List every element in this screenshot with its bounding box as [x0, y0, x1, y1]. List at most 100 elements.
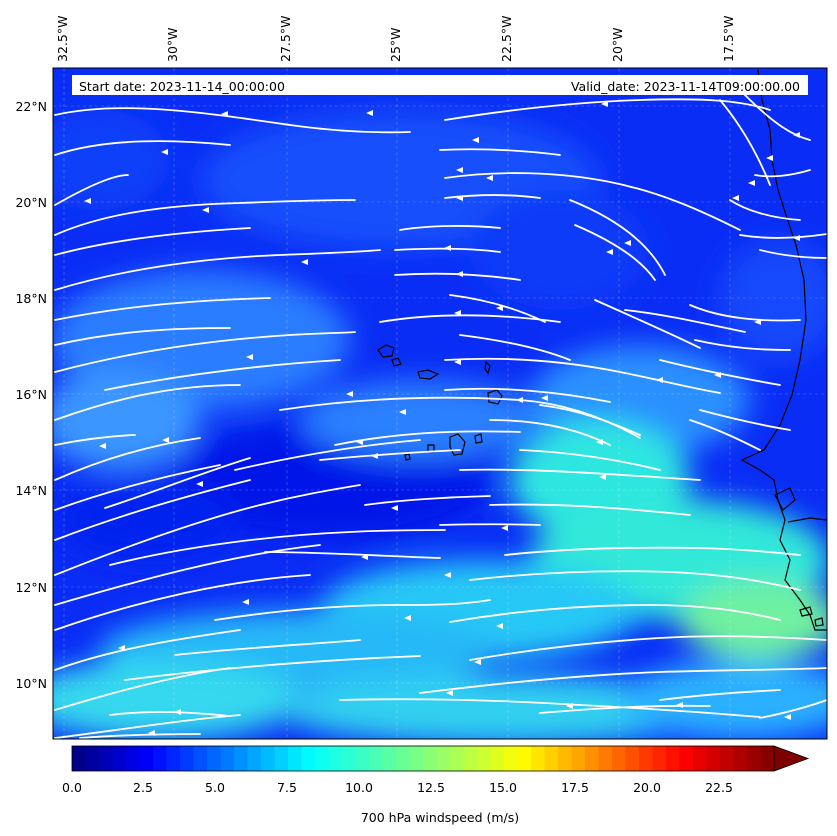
colorbar-step — [126, 746, 141, 771]
colorbar-step — [247, 746, 262, 771]
streamline-arrowhead — [202, 207, 209, 213]
streamline — [54, 437, 201, 481]
colorbar-step — [463, 746, 478, 771]
colorbar-tick-label: 15.0 — [489, 780, 517, 795]
colorbar-tick-label: 10.0 — [345, 780, 373, 795]
colorbar-step — [139, 746, 154, 771]
gambia-coast-detail — [787, 517, 827, 523]
streamline-arrowhead — [456, 271, 463, 277]
streamline-arrowhead — [196, 481, 203, 487]
streamline-arrowhead — [391, 505, 398, 511]
colorbar-step — [490, 746, 505, 771]
colorbar-step — [558, 746, 573, 771]
streamline — [319, 449, 461, 461]
cape-verde-sao-nicolau — [417, 369, 440, 380]
colorbar-step — [180, 746, 195, 771]
colorbar-tick-label: 22.5 — [705, 780, 733, 795]
streamline — [104, 457, 251, 509]
colorbar-step — [99, 746, 114, 771]
colorbar-step — [220, 746, 235, 771]
cape-verde-santo-antao — [377, 344, 395, 358]
streamline — [54, 484, 361, 576]
lon-tick-label: 30°W — [165, 27, 180, 62]
streamline — [754, 169, 811, 178]
streamline-arrowhead — [732, 195, 739, 201]
colorbar-step — [450, 746, 465, 771]
colorbar-tick-label: 12.5 — [417, 780, 445, 795]
streamline — [54, 331, 356, 373]
streamline — [334, 430, 521, 446]
colorbar-ticks: 0.0 2.5 5.0 7.5 10.0 12.5 15.0 17.5 20.0… — [62, 780, 733, 795]
colorbar-step — [477, 746, 492, 771]
streamline-arrowhead — [566, 703, 573, 709]
colorbar-step — [355, 746, 370, 771]
colorbar-tick-label: 5.0 — [205, 780, 225, 795]
streamline — [54, 199, 356, 236]
streamline-arrowhead — [118, 645, 125, 651]
streamline — [539, 404, 641, 436]
colorbar-step — [153, 746, 168, 771]
streamline — [54, 434, 136, 446]
streamline — [519, 449, 661, 471]
streamline — [489, 503, 691, 516]
colorbar-step — [328, 746, 343, 771]
colorbar-tick-label: 17.5 — [561, 780, 589, 795]
streamline — [444, 357, 721, 394]
lat-tick-label: 22°N — [15, 99, 47, 114]
streamline — [54, 327, 231, 346]
streamline-arrowhead — [148, 730, 155, 736]
colorbar-step — [625, 746, 640, 771]
streamline — [444, 194, 541, 199]
bijagos-island-1 — [799, 606, 813, 617]
streamline — [54, 107, 411, 134]
streamline-arrowhead — [404, 615, 411, 621]
streamline-arrowhead — [346, 391, 353, 397]
streamline-arrowhead — [676, 702, 683, 708]
colorbar-step — [531, 746, 546, 771]
colorbar-step — [288, 746, 303, 771]
lat-tick-label: 20°N — [15, 195, 47, 210]
start-date-label: Start date: 2023-11-14_00:00:00 — [79, 79, 285, 94]
colorbar-step — [207, 746, 222, 771]
cape-verde-brava — [404, 453, 411, 461]
streamline — [739, 233, 827, 239]
streamline — [444, 387, 611, 403]
colorbar-step — [571, 746, 586, 771]
streamline — [79, 733, 201, 739]
colorbar-step — [112, 746, 127, 771]
colorbar-step — [436, 746, 451, 771]
colorbar-step — [666, 746, 681, 771]
streamline-arrowhead — [784, 714, 791, 720]
streamline-arrowhead — [174, 709, 181, 715]
colorbar-step — [382, 746, 397, 771]
streamline — [174, 639, 361, 656]
streamline — [54, 384, 241, 421]
lon-tick-label: 22.5°W — [499, 16, 514, 62]
streamline-arrowhead — [84, 198, 91, 204]
streamline-arrowhead — [754, 319, 761, 325]
lat-tick-label: 10°N — [15, 676, 47, 691]
streamline — [539, 704, 711, 714]
streamline — [449, 604, 781, 623]
colorbar-tick-label: 20.0 — [633, 780, 661, 795]
colorbar-step — [369, 746, 384, 771]
streamline — [364, 495, 491, 506]
colorbar-step — [193, 746, 208, 771]
colorbar-step — [517, 746, 532, 771]
streamline — [759, 699, 827, 719]
colorbar-tick-label: 2.5 — [133, 780, 153, 795]
colorbar-step — [652, 746, 667, 771]
streamline-arrowhead — [766, 155, 773, 161]
streamlines — [54, 94, 827, 739]
streamline-arrowhead — [748, 180, 755, 186]
streamline — [379, 314, 561, 323]
streamline-arrowhead — [361, 554, 368, 560]
colorbar-step — [234, 746, 249, 771]
streamline-arrowhead — [444, 572, 451, 578]
coastline — [377, 69, 827, 631]
longitude-ticks: 32.5°W 30°W 27.5°W 25°W 22.5°W 20°W 17.5… — [55, 16, 736, 62]
africa-coastline — [740, 69, 827, 631]
streamline — [444, 172, 741, 231]
latitude-ticks: 22°N 20°N 18°N 16°N 14°N 12°N 10°N — [15, 99, 47, 691]
streamline — [54, 297, 271, 321]
